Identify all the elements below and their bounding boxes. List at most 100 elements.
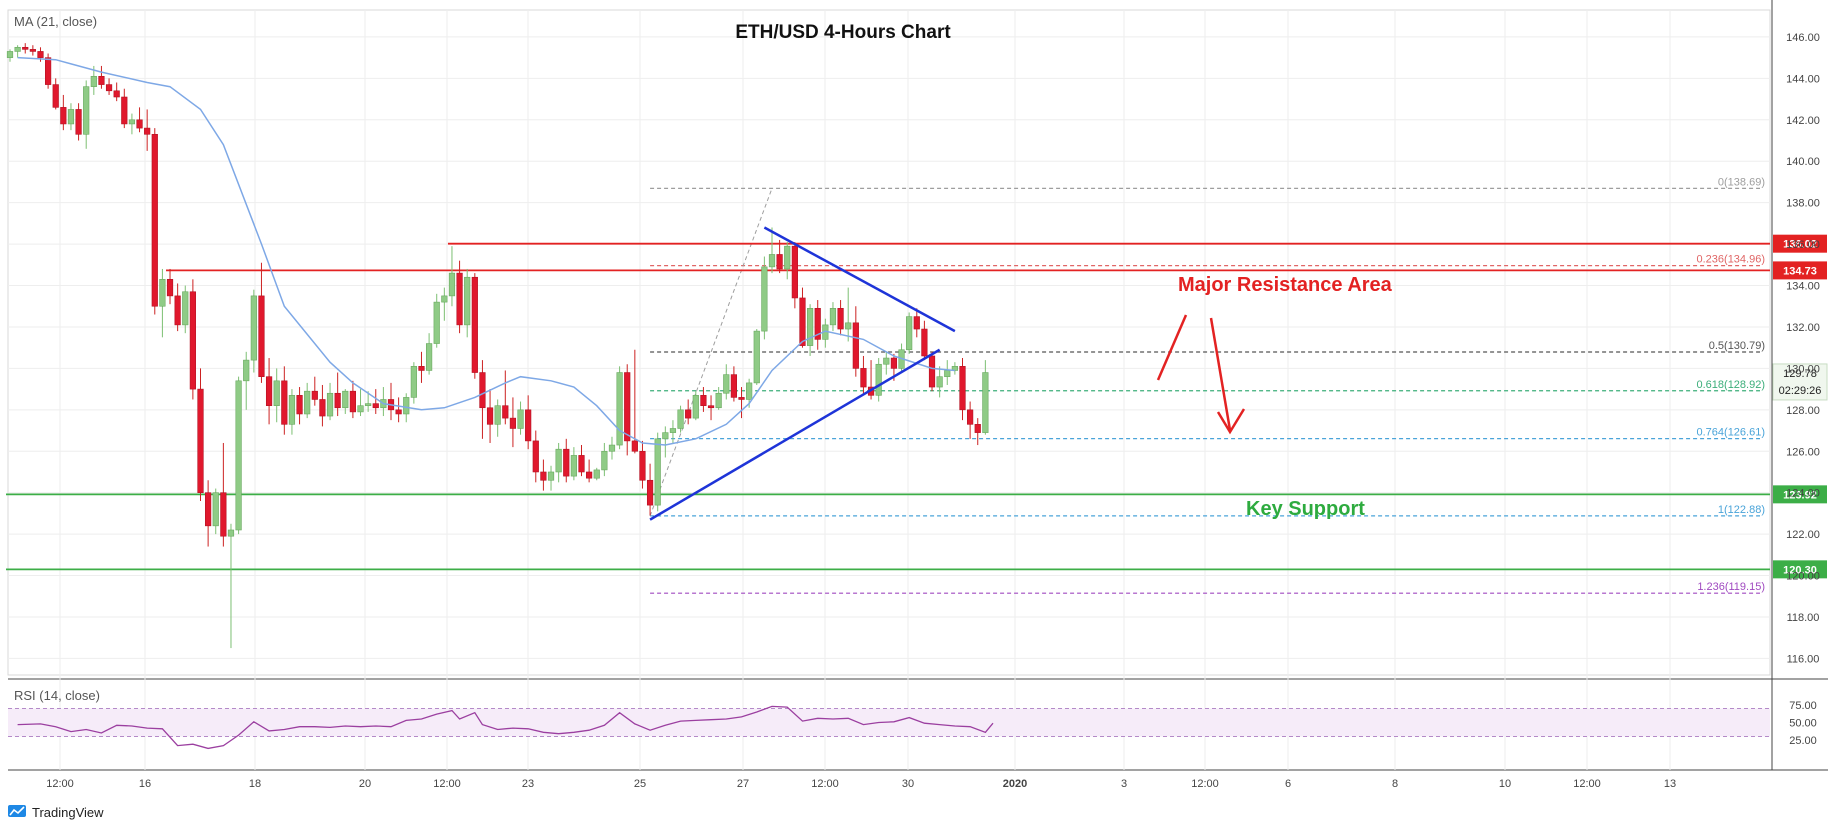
candle-body [159,279,166,307]
candle-body [601,450,608,471]
candle-body [258,295,265,377]
candle-body [509,417,517,429]
candle-body [235,380,242,531]
support-annotation: Key Support [1246,498,1365,520]
axes: 116.00 118.00 120.00 122.00 124.00 126.00 128.… [46,32,1820,790]
candle-body [547,471,555,481]
candle-body [677,409,684,429]
x-tick-label: 18 [249,778,261,790]
candle-body [791,245,798,299]
arrow-up-stroke [1156,314,1188,381]
candle-body [906,316,913,351]
candle-body [357,405,364,413]
x-tick-label: 27 [737,778,749,790]
trendline-upper [763,226,956,333]
x-tick-label: 13 [1664,778,1676,790]
candle-body [890,357,898,369]
rsi-tick-label: 75.00 [1789,700,1817,712]
candle-body [174,295,181,326]
candle-body [563,448,570,477]
candle-body [570,455,577,477]
tradingview-logo[interactable]: TradingView [8,805,104,820]
y-tick-label: 116.00 [1787,653,1820,665]
candle-body [52,84,59,108]
candle-body [227,529,235,537]
candle-body [913,316,920,330]
candle-body [456,272,463,326]
x-tick-label: 12:00 [1573,778,1601,790]
chart-grid [7,0,1828,771]
candle-body [967,409,974,425]
price-axis-tag-label: 134.73 [1783,265,1817,277]
candle-body [555,448,562,473]
x-tick-label: 12:00 [46,778,74,790]
candle-body [624,372,631,442]
rsi-line [17,705,994,750]
candle-body [311,390,318,400]
rsi-tick-label: 25.00 [1789,735,1817,747]
price-axis-tag-label: 120.30 [1783,564,1817,576]
candle-body [829,308,837,326]
candle-body [593,469,600,479]
candle-body [166,279,174,297]
candle-body [273,380,280,406]
fib-level-label: 0.236(134.96) [1697,254,1766,266]
price-pane [7,9,1771,676]
candle-body [974,424,981,433]
candle-body [128,119,136,125]
indicator-label[interactable]: MA (21, close) [14,14,97,29]
candle-body [631,440,638,452]
arrow-down-head [1216,408,1246,435]
candle-body [525,409,532,442]
candle-body [464,276,471,326]
candle-body [799,297,806,346]
candle-body [654,438,661,506]
candle-body [692,395,699,419]
candle-body [75,109,82,135]
x-tick-label: 23 [522,778,534,790]
x-tick-label: 12:00 [1191,778,1219,790]
candle-body [875,363,882,396]
candle-body [250,295,257,361]
candle-body [753,330,760,384]
fib-level-label: 0(138.69) [1718,176,1765,188]
candle-body [22,46,29,50]
candle-body [395,409,402,415]
candle-body [837,308,844,330]
candle-body [418,366,425,371]
candle-body [326,392,334,417]
candle-body [365,403,372,406]
candle-body [296,395,303,415]
current-price-tag [1772,363,1828,401]
candle-body [723,374,730,394]
fib-level-label: 0.764(126.61) [1697,427,1766,439]
trendline-lower [649,348,941,521]
candle-body [60,107,67,125]
price-axis-tag-label: 123.92 [1783,489,1817,501]
candle-body [669,428,677,433]
candle-countdown: 02:29:26 [1779,385,1822,397]
brand-name: TradingView [32,805,104,820]
price-axis-tag-label: 136.02 [1783,239,1817,251]
y-tick-label: 124.00 [1786,488,1820,500]
candle-body [715,392,722,409]
arrow-down-shaft [1209,317,1232,431]
candle-body [578,455,585,473]
candle-body [349,390,357,413]
trendlines [649,226,956,521]
candle-body [304,390,311,415]
rsi-label[interactable]: RSI (14, close) [14,688,100,703]
candle-body [517,409,524,429]
x-tick-label: 6 [1285,778,1291,790]
current-price-value: 129.78 [1783,368,1817,380]
x-tick-label: 12:00 [433,778,461,790]
fib-diagonal [649,188,773,517]
candle-body [105,84,113,92]
candle-body [403,397,410,415]
y-tick-label: 128.00 [1786,405,1820,417]
candle-body [852,322,859,369]
annotation-arrows [1156,314,1246,435]
candle-body [29,49,36,52]
fib-level-label: 0.5(130.79) [1709,340,1765,352]
